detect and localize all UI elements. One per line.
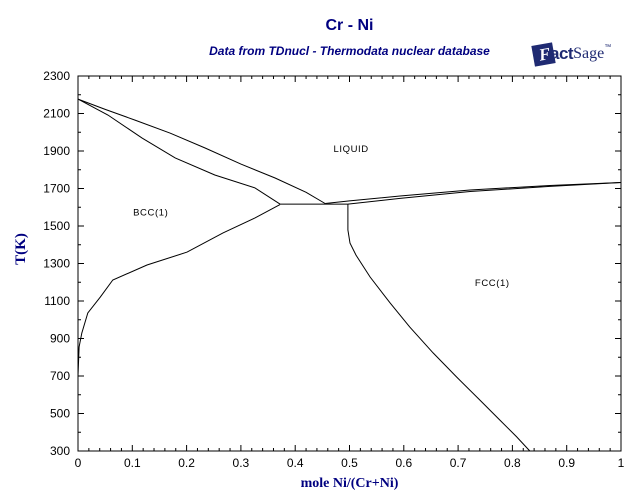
y-tick-label: 2100 [43, 107, 70, 121]
factsage-logo-text-serif: Sage [573, 45, 605, 62]
x-tick-label: 0.5 [341, 456, 358, 470]
x-tick-label: 1 [618, 456, 625, 470]
x-tick-label: 0.9 [558, 456, 575, 470]
y-tick-label: 2300 [43, 69, 70, 83]
x-tick-label: 0.6 [395, 456, 412, 470]
region-label-LIQUID: LIQUID [333, 144, 368, 155]
y-tick-label: 1100 [44, 294, 70, 308]
y-tick-label: 700 [50, 369, 70, 383]
y-tick-label: 500 [50, 407, 70, 421]
region-label-FCC(1): FCC(1) [475, 278, 510, 289]
x-tick-label: 0 [75, 456, 82, 470]
y-tick-label: 1300 [43, 257, 70, 271]
x-tick-label: 0.7 [450, 456, 467, 470]
y-tick-label: 1900 [43, 144, 70, 158]
y-tick-label: 900 [50, 332, 70, 346]
plot-border [77, 75, 622, 452]
trademark-symbol: ™ [604, 44, 612, 51]
y-tick-label: 300 [50, 444, 70, 458]
factsage-logo-text-bold: act [550, 44, 574, 63]
y-tick-label: 1700 [43, 182, 70, 196]
x-tick-label: 0.2 [178, 456, 195, 470]
region-label-BCC(1): BCC(1) [133, 208, 168, 219]
curve-bcc-solidus [77, 98, 281, 205]
chart-subtitle: Data from TDnucl - Thermodata nuclear da… [209, 44, 490, 58]
x-tick-label: 0.1 [124, 456, 141, 470]
curve-liquidus-Ni-side [325, 182, 622, 204]
chart-title: Cr - Ni [325, 17, 374, 34]
curve-liquidus-Cr-side [77, 98, 326, 204]
x-tick-label: 0.4 [287, 456, 304, 470]
curve-bcc-solvus [77, 204, 281, 377]
x-tick-label: 0.3 [233, 456, 250, 470]
y-tick-label: 1500 [43, 219, 70, 233]
curve-fcc-solvus [347, 204, 531, 452]
x-tick-label: 0.8 [504, 456, 521, 470]
x-axis-label: mole Ni/(Cr+Ni) [300, 476, 399, 491]
curve-fcc-solidus [347, 182, 622, 205]
